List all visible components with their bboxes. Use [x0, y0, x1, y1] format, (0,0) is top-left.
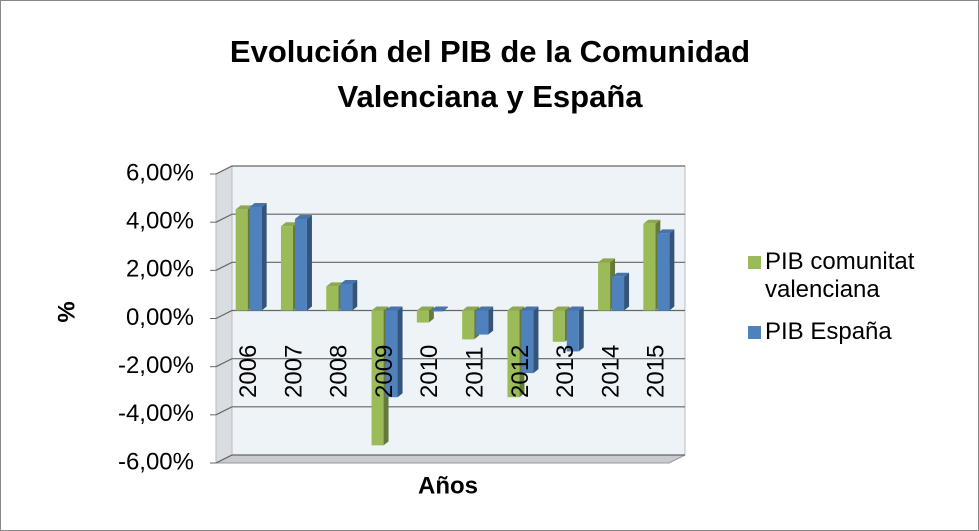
x-tick-label: 2009: [371, 345, 398, 398]
bar-face: [552, 306, 570, 311]
x-tick-label: 2015: [643, 345, 670, 398]
bar-face: [669, 229, 675, 311]
bar-face: [430, 310, 443, 312]
chart-title: Valenciana y España: [337, 79, 643, 114]
bar-face: [416, 310, 429, 323]
bar-face: [462, 306, 480, 311]
bar-face: [352, 280, 358, 311]
bar-face: [657, 233, 670, 311]
bar-face: [326, 286, 339, 311]
bar-face: [340, 280, 358, 285]
grid-line: [215, 165, 685, 175]
legend-label: PIB España: [765, 318, 892, 345]
y-axis-label: %: [53, 301, 80, 322]
bar: [657, 229, 675, 311]
x-tick-label: 2012: [507, 345, 534, 398]
x-tick-label: 2014: [597, 345, 624, 398]
bar-face: [430, 306, 448, 311]
bar-face: [280, 222, 298, 227]
bar-face: [566, 306, 584, 311]
bar-face: [476, 310, 489, 335]
chart-title: Evolución del PIB de la Comunidad: [230, 34, 750, 69]
bar-face: [521, 306, 539, 311]
bar-face: [578, 306, 584, 352]
bar-face: [643, 223, 656, 311]
bar: [249, 202, 267, 311]
bar-face: [566, 310, 579, 352]
bar-face: [643, 219, 661, 224]
grid-line: [215, 406, 685, 416]
bar-face: [385, 306, 403, 311]
bar-face: [326, 282, 344, 287]
bar-face: [371, 306, 389, 311]
x-tick-label: 2008: [326, 345, 353, 398]
bar-face: [397, 306, 403, 398]
legend-swatch: [748, 326, 761, 339]
bar: [430, 306, 448, 312]
bar-face: [657, 229, 675, 234]
grid-line: [215, 213, 685, 223]
legend-label: PIB comunitat valenciana: [765, 248, 915, 303]
bar: [521, 306, 539, 374]
legend-item: PIB comunitat valenciana: [748, 248, 968, 304]
bar-face: [385, 310, 398, 398]
bar: [416, 306, 434, 323]
bar-face: [261, 202, 267, 311]
bar-face: [598, 258, 616, 263]
bar-face: [280, 226, 293, 311]
x-tick-label: 2007: [280, 345, 307, 398]
bar-face: [294, 214, 312, 219]
bar: [294, 214, 312, 311]
bar-face: [462, 310, 475, 340]
y-tick-label: -6,00%: [118, 448, 194, 475]
bar-face: [235, 209, 248, 311]
bar-face: [442, 306, 448, 312]
bar-face: [507, 310, 520, 398]
bar: [566, 306, 584, 352]
bar-face: [521, 310, 534, 374]
bar-face: [488, 306, 494, 335]
grid-line: [215, 454, 685, 464]
bar: [476, 306, 494, 335]
y-tick-label: 0,00%: [126, 304, 194, 331]
floor: [215, 454, 686, 464]
grid-line: [215, 261, 685, 271]
legend-item: PIB España: [748, 318, 968, 346]
bar: [612, 272, 630, 311]
y-tick-label: 6,00%: [126, 159, 194, 186]
x-axis-label: Años: [418, 472, 478, 499]
x-tick-label: 2010: [416, 345, 443, 398]
y-tick-label: 2,00%: [126, 256, 194, 283]
x-tick-label: 2006: [235, 345, 262, 398]
bar-face: [624, 272, 630, 311]
bar-face: [507, 306, 525, 311]
bar-face: [371, 310, 384, 446]
y-tick-label: 4,00%: [126, 208, 194, 235]
x-tick-label: 2011: [461, 346, 488, 398]
bar: [340, 280, 358, 311]
bar-face: [598, 262, 611, 311]
bar-face: [340, 284, 353, 311]
bar-face: [249, 206, 262, 311]
bar-face: [612, 276, 625, 311]
bar-face: [476, 306, 494, 311]
y-tick-label: -2,00%: [118, 352, 194, 379]
bar: [385, 306, 403, 398]
bar-face: [249, 202, 267, 207]
bar-face: [552, 310, 565, 342]
legend: PIB comunitat valenciana PIB España: [748, 248, 968, 360]
bar-face: [416, 306, 434, 311]
bar-face: [294, 218, 307, 311]
bar-face: [612, 272, 630, 277]
bar-face: [533, 306, 539, 374]
x-tick-label: 2013: [552, 345, 579, 398]
bar-face: [306, 214, 312, 311]
legend-swatch: [748, 256, 761, 269]
bar-face: [235, 205, 253, 210]
y-tick-label: -4,00%: [118, 400, 194, 427]
